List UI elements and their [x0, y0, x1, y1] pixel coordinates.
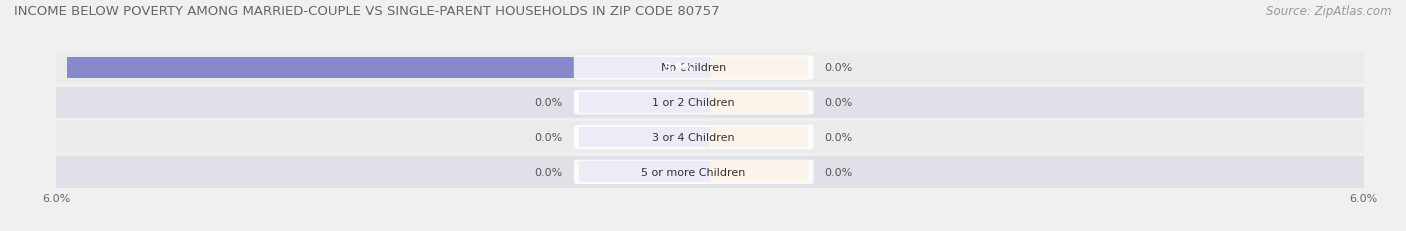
Bar [56, 122, 1364, 153]
Bar [710, 58, 808, 79]
Text: 3 or 4 Children: 3 or 4 Children [652, 132, 735, 143]
Bar [579, 58, 710, 79]
Text: 1 or 2 Children: 1 or 2 Children [652, 98, 735, 108]
FancyBboxPatch shape [574, 125, 814, 150]
Bar [579, 92, 710, 113]
FancyBboxPatch shape [574, 56, 814, 80]
Text: 0.0%: 0.0% [824, 98, 852, 108]
FancyBboxPatch shape [574, 91, 814, 115]
Bar [56, 53, 1364, 84]
Bar [579, 162, 710, 182]
FancyBboxPatch shape [574, 160, 814, 184]
Text: 0.0%: 0.0% [824, 167, 852, 177]
Bar [579, 127, 710, 148]
Text: No Children: No Children [661, 63, 727, 73]
Bar [710, 127, 808, 148]
Text: INCOME BELOW POVERTY AMONG MARRIED-COUPLE VS SINGLE-PARENT HOUSEHOLDS IN ZIP COD: INCOME BELOW POVERTY AMONG MARRIED-COUPL… [14, 5, 720, 18]
Bar [56, 87, 1364, 119]
Text: Source: ZipAtlas.com: Source: ZipAtlas.com [1267, 5, 1392, 18]
Text: 0.0%: 0.0% [824, 63, 852, 73]
Bar [710, 162, 808, 182]
Text: 5.9%: 5.9% [662, 63, 693, 73]
Text: 0.0%: 0.0% [534, 98, 562, 108]
Bar [67, 58, 710, 79]
Bar [710, 92, 808, 113]
Text: 0.0%: 0.0% [534, 167, 562, 177]
Bar [56, 157, 1364, 188]
Text: 5 or more Children: 5 or more Children [641, 167, 745, 177]
Text: 0.0%: 0.0% [824, 132, 852, 143]
Text: 0.0%: 0.0% [534, 132, 562, 143]
